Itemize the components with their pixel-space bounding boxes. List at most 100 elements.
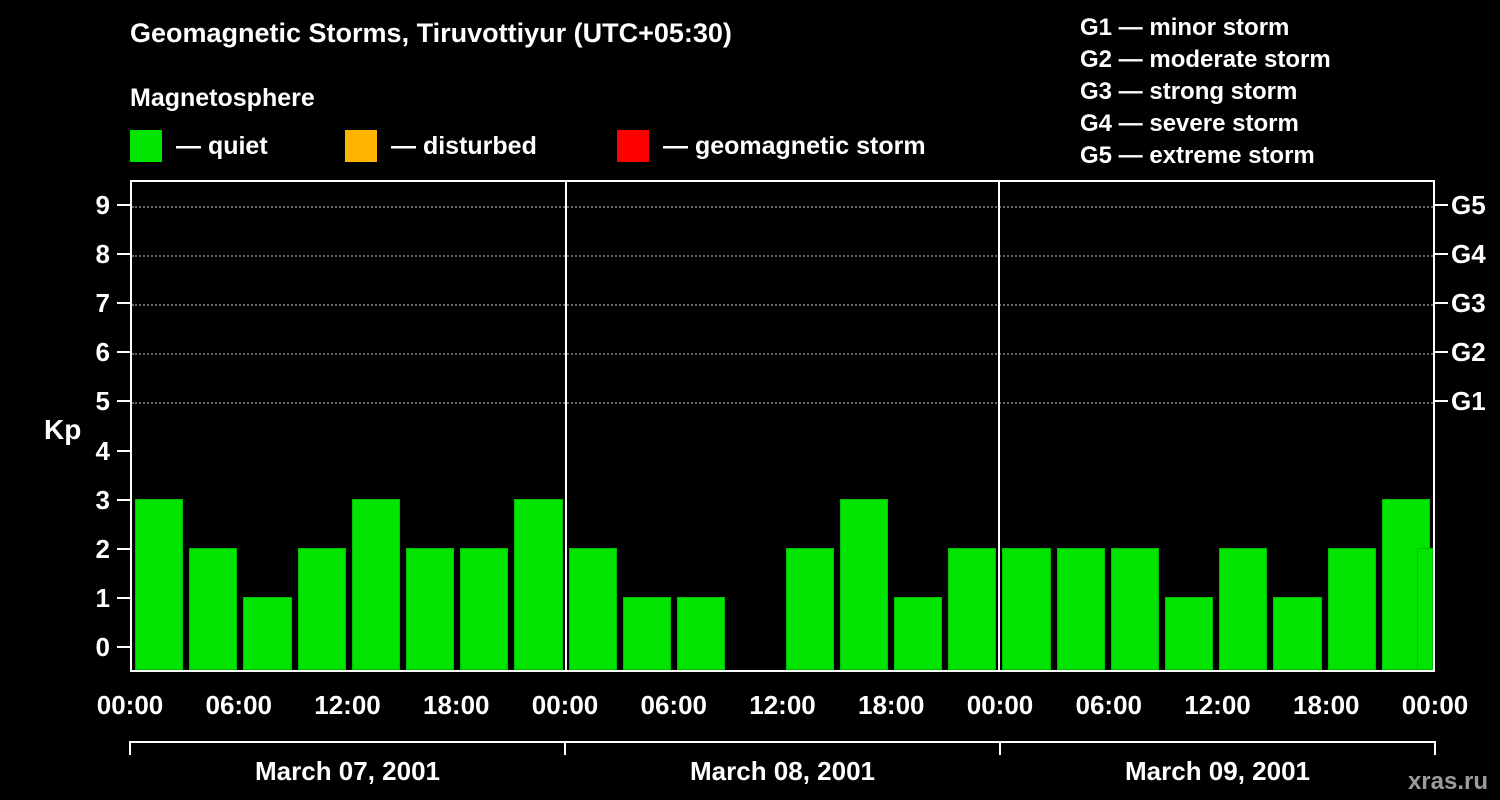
y-tick-9 (117, 203, 130, 206)
kp-bar-day1-interval5 (351, 499, 401, 670)
magnetosphere-label: Magnetosphere (130, 84, 315, 112)
g-scale-legend: G1 — minor storm G2 — moderate storm G3 — … (1080, 12, 1331, 172)
y-tick-label-2: 2 (95, 534, 110, 564)
y-tick-label-0: 0 (95, 632, 110, 663)
x-tick-label-12: 00:00 (1401, 690, 1469, 720)
chart-plot-area: 0 1 2 3 4 5 6 7 8 9 G1 G2 G3 G4 G5 (96, 180, 1486, 672)
kp-bar-day2-interval7 (893, 596, 943, 670)
kp-bar-day3-interval3 (1110, 548, 1159, 670)
kp-bar-day1-interval8 (514, 499, 563, 670)
kp-bar-day1-interval7 (460, 548, 509, 670)
date-boundary-tick-1 (564, 741, 566, 755)
gridline-kp-8 (132, 255, 1433, 258)
date-boundary-tick-3 (1434, 741, 1436, 755)
g-tick-g5 (1435, 203, 1448, 206)
kp-bar-day3-interval4 (1164, 596, 1214, 670)
date-boundary-tick-0 (129, 741, 131, 755)
storm-scale-item-g4: G4 — severe storm (1080, 110, 1299, 137)
y-tick-label-1: 1 (95, 583, 110, 614)
legend-label-storm: — geomagnetic storm (663, 131, 926, 160)
x-tick-label-1: 06:00 (205, 690, 273, 720)
kp-bar-day3-interval1 (1002, 548, 1051, 670)
y-tick-8 (117, 252, 130, 255)
x-tick-label-11: 18:00 (1293, 690, 1360, 720)
kp-bar-day1-interval3 (243, 596, 292, 670)
x-tick-label-8: 00:00 (966, 690, 1034, 720)
g-tick-g2 (1435, 351, 1448, 354)
g-tick-label-g1: G1 (1451, 386, 1486, 417)
plot-clip-region (130, 180, 1435, 672)
kp-bar-day2-interval2 (622, 596, 672, 670)
storm-scale-item-g3: G3 — strong storm (1080, 78, 1298, 105)
y-tick-6 (117, 351, 130, 354)
y-tick-4 (117, 449, 130, 452)
gridline-kp-5 (132, 401, 1433, 404)
y-tick-label-3: 3 (95, 484, 110, 515)
g-tick-label-g2: G2 (1451, 337, 1486, 368)
kp-bar-day2-interval8 (948, 548, 997, 670)
g-tick-label-g4: G4 (1451, 238, 1486, 269)
x-tick-label-9: 06:00 (1075, 690, 1143, 720)
kp-bar-partial-end (1417, 548, 1433, 670)
y-tick-1 (117, 597, 130, 600)
y-tick-2 (117, 548, 130, 550)
y-tick-7 (117, 302, 130, 304)
kp-bar-day1-interval6 (406, 548, 455, 670)
legend-item-storm: — geomagnetic storm (617, 130, 926, 162)
g-tick-label-g3: G3 (1451, 288, 1486, 318)
storm-scale-item-g5: G5 — extreme storm (1080, 142, 1315, 169)
day-separator-2 (998, 182, 1001, 670)
gridline-kp-7 (132, 304, 1433, 306)
storm-scale-item-g2: G2 — moderate storm (1080, 46, 1331, 73)
x-tick-label-10: 12:00 (1184, 690, 1251, 720)
storm-color-swatch-icon (617, 130, 649, 162)
x-tick-label-2: 12:00 (314, 690, 381, 720)
kp-bar-day3-interval5 (1219, 548, 1268, 670)
y-tick-label-9: 9 (95, 189, 110, 220)
g-tick-g3 (1435, 302, 1448, 304)
gridline-kp-9 (132, 206, 1433, 209)
g-tick-label-g5: G5 (1451, 189, 1486, 220)
x-tick-label-6: 12:00 (749, 690, 816, 720)
y-tick-label-4: 4 (95, 435, 110, 466)
gridline-kp-6 (132, 352, 1433, 355)
date-label-day3: March 09, 2001 (1124, 756, 1311, 786)
kp-axis-label: Kp (44, 414, 82, 445)
x-tick-label-0: 00:00 (96, 690, 164, 720)
y-tick-label-5: 5 (95, 386, 110, 417)
y-tick-3 (117, 498, 130, 501)
y-tick-0 (117, 646, 130, 649)
legend-item-disturbed: — disturbed (345, 130, 537, 162)
g-tick-g1 (1435, 400, 1448, 403)
date-boundary-tick-2 (999, 741, 1001, 755)
legend-label-quiet: — quiet (176, 131, 268, 160)
x-tick-label-7: 18:00 (858, 690, 925, 720)
y-tick-label-6: 6 (95, 337, 110, 368)
legend-item-quiet: — quiet (130, 130, 268, 162)
watermark: xras.ru (1407, 768, 1488, 795)
x-tick-label-5: 06:00 (640, 690, 708, 720)
kp-bar-day3-interval7 (1327, 548, 1376, 670)
y-tick-label-7: 7 (95, 288, 110, 318)
x-tick-label-3: 18:00 (423, 690, 490, 720)
date-label-day1: March 07, 2001 (254, 756, 441, 786)
kp-bar-day1-interval2 (189, 548, 238, 670)
date-axis: March 07, 2001 March 08, 2001 March 09, 20… (129, 741, 1436, 800)
date-axis-line (130, 741, 1435, 743)
quiet-color-swatch-icon (130, 130, 162, 162)
activity-legend: — quiet — disturbed — geomagnetic storm (130, 130, 1090, 166)
kp-bar-day2-interval6 (839, 499, 888, 670)
kp-bar-day2-interval3 (677, 596, 726, 670)
g-tick-g4 (1435, 252, 1448, 255)
kp-bar-day2-interval1 (568, 548, 617, 670)
kp-bar-day2-interval5 (785, 548, 834, 670)
kp-bar-day3-interval6 (1273, 596, 1322, 670)
kp-bar-day1-interval4 (297, 548, 346, 670)
x-axis-labels: 00:00 06:00 12:00 18:00 00:00 06:00 12:00 18:00… (97, 690, 1469, 722)
date-label-day2: March 08, 2001 (689, 756, 876, 786)
legend-label-disturbed: — disturbed (391, 131, 537, 160)
y-tick-5 (117, 400, 130, 403)
page-title: Geomagnetic Storms, Tiruvottiyur (UTC+05… (130, 18, 732, 48)
storm-scale-item-g1: G1 — minor storm (1080, 14, 1290, 41)
